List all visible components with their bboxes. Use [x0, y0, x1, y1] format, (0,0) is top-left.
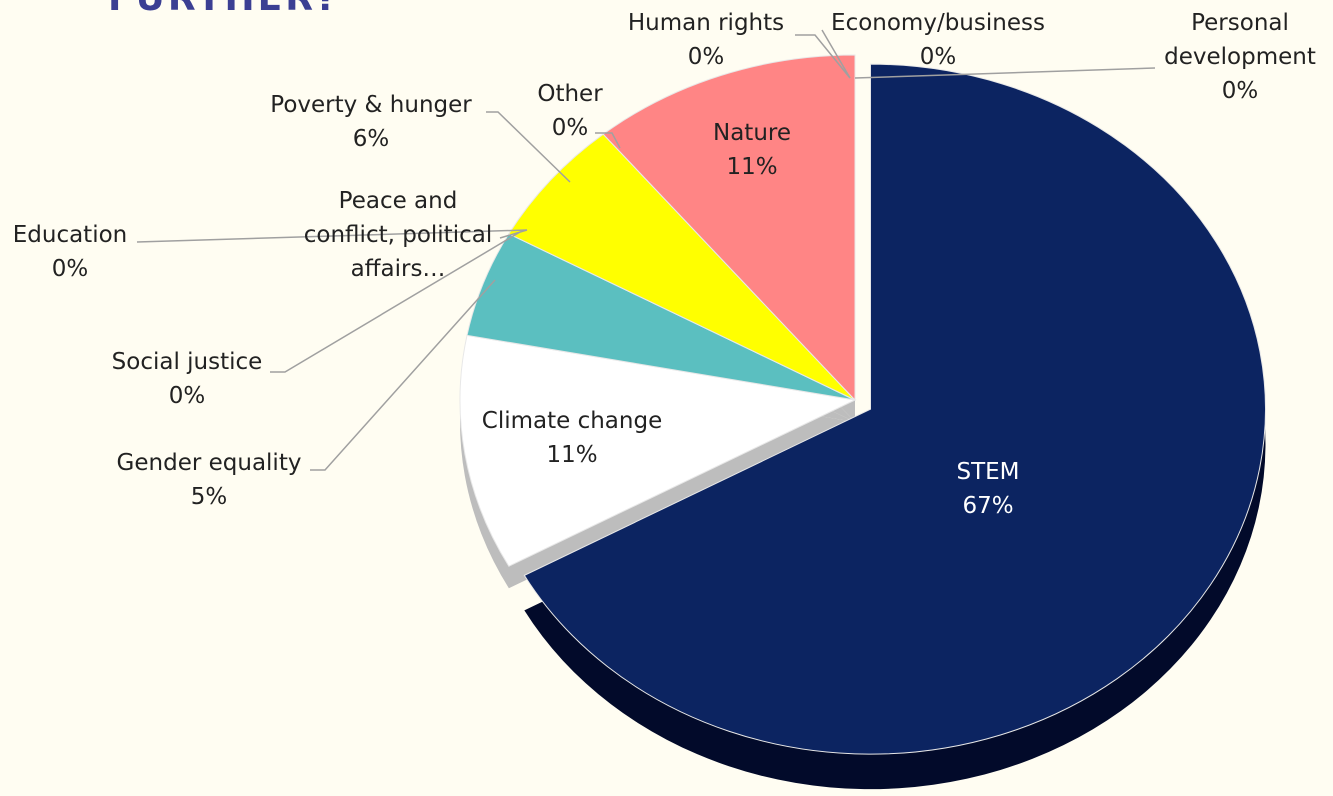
category-name: Poverty & hunger: [270, 92, 472, 118]
pie-slice: [523, 63, 1266, 755]
slice-label: Climate change 11%: [462, 404, 682, 472]
category-name: Human rights: [627, 10, 785, 36]
slice-label: Other 0%: [520, 77, 620, 145]
slice-label: Personal development 0%: [1150, 6, 1330, 108]
leader-line: [486, 111, 571, 183]
category-name: Nature: [713, 120, 791, 146]
leader-line: [499, 229, 528, 239]
value-label: 0%: [168, 383, 206, 409]
category-name: Personal development: [1164, 10, 1316, 70]
category-name: Social justice: [111, 349, 263, 375]
leader-line: [821, 29, 851, 79]
category-name: Peace and conflict, political affairs…: [303, 188, 493, 282]
value-label: 0%: [51, 256, 89, 282]
value-label: 0%: [551, 115, 589, 141]
slice-label: Nature 11%: [682, 116, 822, 184]
value-label: 0%: [687, 44, 725, 70]
value-label: 11%: [546, 442, 598, 468]
leader-line: [136, 229, 528, 243]
slice-label: Peace and conflict, political affairs…: [291, 184, 506, 286]
value-label: 11%: [726, 154, 778, 180]
leader-line: [310, 279, 496, 471]
leader-line: [270, 231, 521, 373]
chart-title: FURTHER?: [108, 0, 340, 19]
pie-slice: [459, 334, 857, 567]
slice-label: Gender equality 5%: [99, 446, 319, 514]
category-name: Other: [537, 81, 603, 107]
slice-label: Poverty & hunger 6%: [251, 88, 491, 156]
slice-label: Human rights 0%: [611, 6, 801, 74]
slice-label: Social justice 0%: [97, 345, 277, 413]
category-name: Climate change: [481, 408, 663, 434]
slice-label: STEM 67%: [918, 455, 1058, 523]
leader-line: [854, 67, 1156, 79]
category-name: Gender equality: [116, 450, 302, 476]
value-label: 0%: [1221, 78, 1259, 104]
value-label: 67%: [962, 493, 1014, 519]
category-name: STEM: [956, 459, 1020, 485]
category-name: Education: [12, 222, 128, 248]
slice-label: Education 0%: [0, 218, 140, 286]
leader-line: [595, 132, 621, 149]
pie-slice: [508, 133, 856, 401]
value-label: 0%: [919, 44, 957, 70]
leader-line: [795, 34, 851, 79]
category-name: Economy/business: [831, 10, 1045, 36]
value-label: 6%: [352, 126, 390, 152]
slice-label: Economy/business 0%: [818, 6, 1058, 74]
value-label: 5%: [190, 484, 228, 510]
